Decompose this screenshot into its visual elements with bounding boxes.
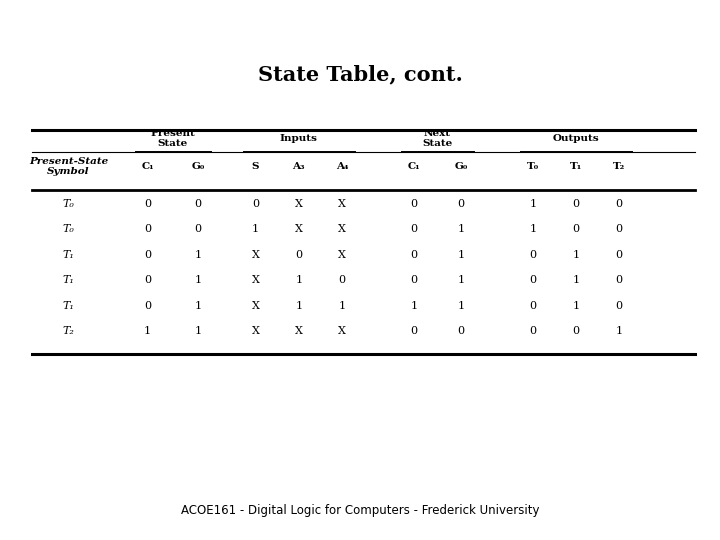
Text: X: X [252, 301, 259, 310]
Text: 0: 0 [616, 275, 623, 285]
Text: 0: 0 [529, 250, 536, 260]
Text: T₀: T₀ [527, 162, 539, 171]
Text: 0: 0 [144, 225, 151, 234]
Text: 0: 0 [252, 199, 259, 209]
Text: X: X [252, 326, 259, 336]
Text: X: X [295, 225, 302, 234]
Text: T₀: T₀ [63, 199, 74, 209]
Text: 0: 0 [457, 199, 464, 209]
Text: 1: 1 [572, 250, 580, 260]
Text: 0: 0 [457, 326, 464, 336]
Text: 1: 1 [457, 250, 464, 260]
Text: X: X [295, 326, 302, 336]
Text: 1: 1 [457, 225, 464, 234]
Text: 0: 0 [572, 199, 580, 209]
Text: 0: 0 [144, 199, 151, 209]
Text: Outputs: Outputs [553, 134, 599, 143]
Text: 0: 0 [529, 275, 536, 285]
Text: 1: 1 [616, 326, 623, 336]
Text: 0: 0 [410, 225, 418, 234]
Text: 0: 0 [144, 301, 151, 310]
Text: Inputs: Inputs [280, 134, 318, 143]
Text: X: X [252, 275, 259, 285]
Text: 1: 1 [194, 326, 202, 336]
Text: 1: 1 [457, 275, 464, 285]
Text: 1: 1 [295, 301, 302, 310]
Text: 1: 1 [295, 275, 302, 285]
Text: 1: 1 [410, 301, 418, 310]
Text: X: X [295, 199, 302, 209]
Text: 0: 0 [410, 250, 418, 260]
Text: 0: 0 [616, 301, 623, 310]
Text: T₁: T₁ [63, 275, 74, 285]
Text: T₂: T₂ [63, 326, 74, 336]
Text: 0: 0 [529, 301, 536, 310]
Text: 0: 0 [194, 225, 202, 234]
Text: C₁: C₁ [141, 162, 154, 171]
Text: X: X [338, 326, 346, 336]
Text: Next
State: Next State [422, 129, 453, 148]
Text: 1: 1 [194, 275, 202, 285]
Text: 0: 0 [295, 250, 302, 260]
Text: 1: 1 [529, 199, 536, 209]
Text: ACOE161 - Digital Logic for Computers - Frederick University: ACOE161 - Digital Logic for Computers - … [181, 504, 539, 517]
Text: 1: 1 [457, 301, 464, 310]
Text: S: S [252, 162, 259, 171]
Text: G₀: G₀ [192, 162, 204, 171]
Text: 0: 0 [529, 326, 536, 336]
Text: 1: 1 [529, 225, 536, 234]
Text: X: X [338, 225, 346, 234]
Text: 0: 0 [616, 225, 623, 234]
Text: Present-State
Symbol: Present-State Symbol [29, 157, 108, 176]
Text: State Table, cont.: State Table, cont. [258, 65, 462, 85]
Text: 0: 0 [144, 250, 151, 260]
Text: X: X [338, 250, 346, 260]
Text: 1: 1 [194, 301, 202, 310]
Text: T₀: T₀ [63, 225, 74, 234]
Text: 1: 1 [194, 250, 202, 260]
Text: 0: 0 [338, 275, 346, 285]
Text: 0: 0 [616, 250, 623, 260]
Text: 1: 1 [572, 275, 580, 285]
Text: T₂: T₂ [613, 162, 626, 171]
Text: 1: 1 [252, 225, 259, 234]
Text: 0: 0 [194, 199, 202, 209]
Text: 0: 0 [410, 199, 418, 209]
Text: X: X [252, 250, 259, 260]
Text: 0: 0 [410, 326, 418, 336]
Text: T₁: T₁ [570, 162, 582, 171]
Text: 0: 0 [616, 199, 623, 209]
Text: 0: 0 [572, 225, 580, 234]
Text: 1: 1 [338, 301, 346, 310]
Text: T₁: T₁ [63, 250, 74, 260]
Text: 0: 0 [572, 326, 580, 336]
Text: Present
State: Present State [150, 129, 195, 148]
Text: X: X [338, 199, 346, 209]
Text: T₁: T₁ [63, 301, 74, 310]
Text: G₀: G₀ [454, 162, 467, 171]
Text: A₄: A₄ [336, 162, 348, 171]
Text: C₁: C₁ [408, 162, 420, 171]
Text: 0: 0 [410, 275, 418, 285]
Text: A₃: A₃ [292, 162, 305, 171]
Text: 0: 0 [144, 275, 151, 285]
Text: 1: 1 [572, 301, 580, 310]
Text: 1: 1 [144, 326, 151, 336]
